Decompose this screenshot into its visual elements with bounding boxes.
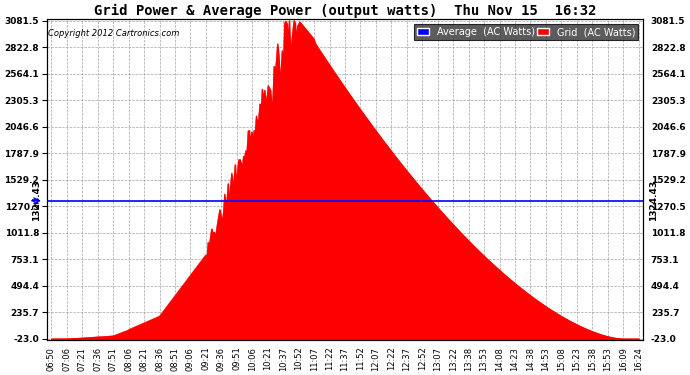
Text: Copyright 2012 Cartronics.com: Copyright 2012 Cartronics.com [48, 29, 179, 38]
Text: 1324.43: 1324.43 [649, 180, 658, 221]
Text: 1324.43: 1324.43 [32, 180, 41, 221]
Legend: Average  (AC Watts), Grid  (AC Watts): Average (AC Watts), Grid (AC Watts) [414, 24, 638, 40]
Title: Grid Power & Average Power (output watts)  Thu Nov 15  16:32: Grid Power & Average Power (output watts… [94, 4, 596, 18]
